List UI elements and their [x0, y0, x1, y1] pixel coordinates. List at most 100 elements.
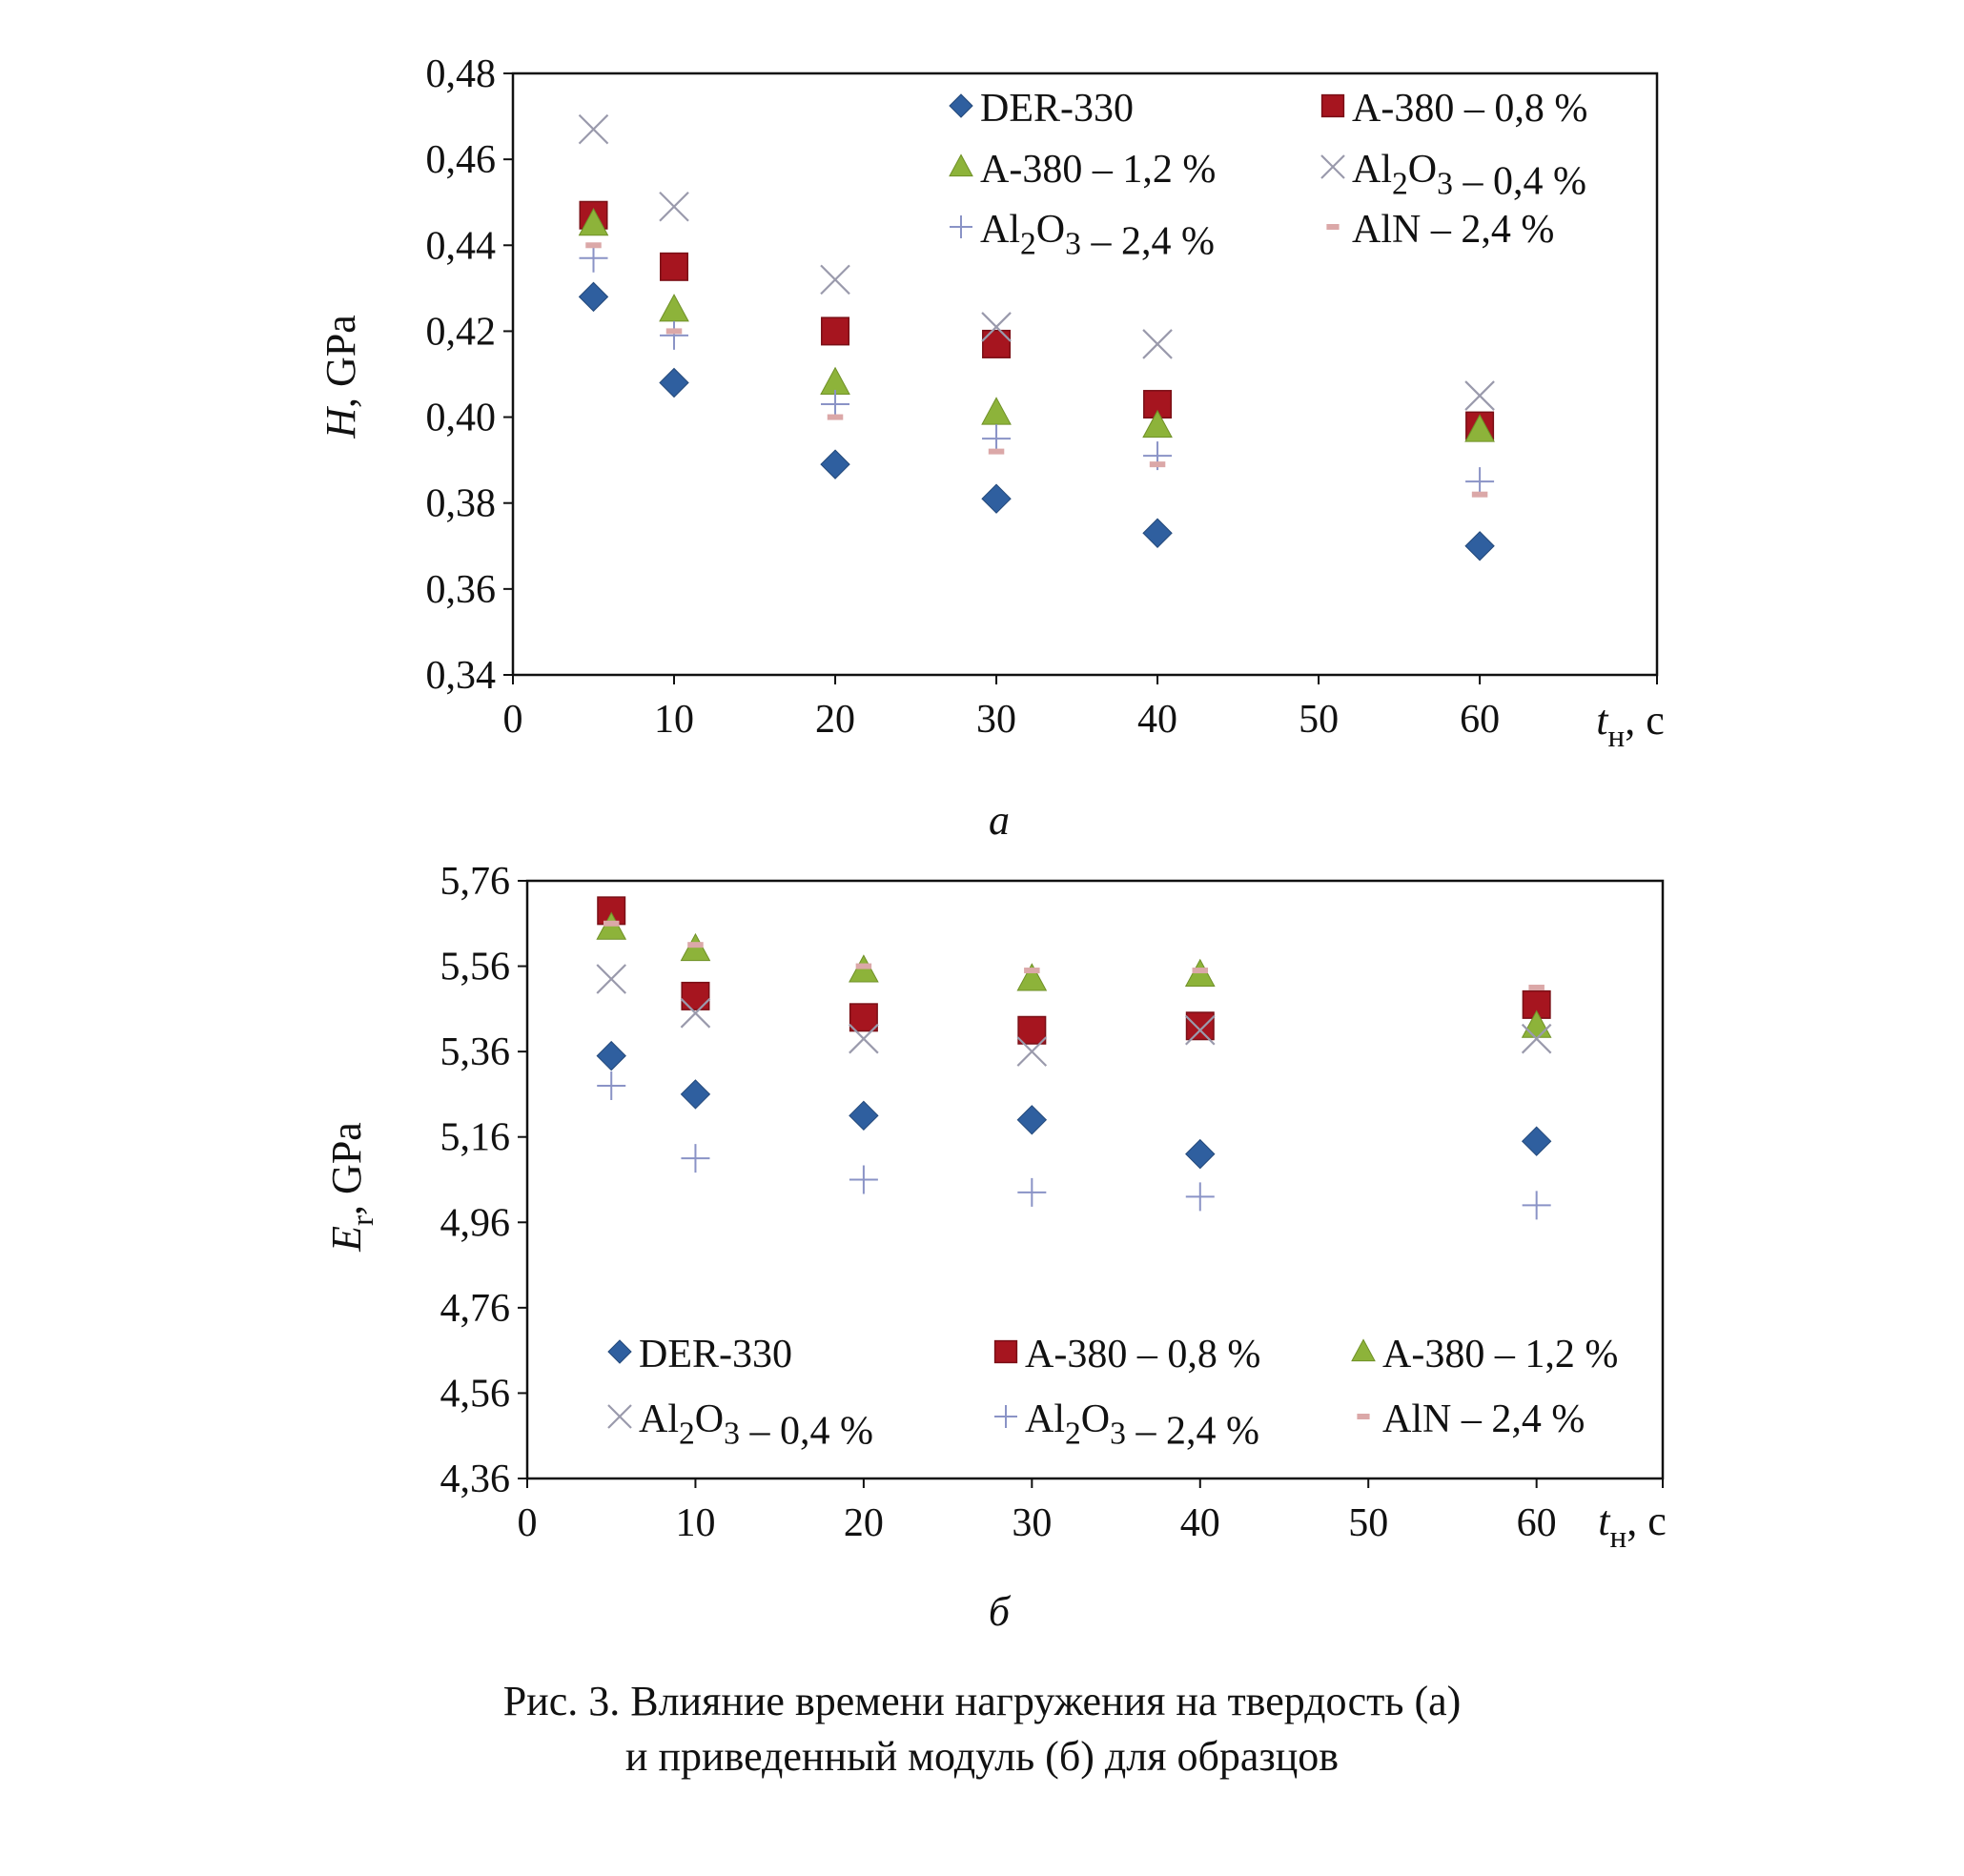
y-tick-label: 5,76	[440, 860, 511, 904]
y-tick-label: 0,36	[426, 568, 497, 612]
legend-label: Al2O3 – 2,4 %	[980, 208, 1215, 264]
data-point	[596, 1040, 626, 1071]
data-point	[579, 243, 608, 273]
legend-marker	[607, 1404, 632, 1429]
data-point	[827, 414, 844, 420]
data-point	[988, 448, 1005, 455]
legend-entry: Al2O3 – 0,4 %	[1320, 148, 1586, 204]
data-point	[1142, 329, 1173, 359]
series-5	[597, 1071, 1551, 1220]
data-point	[849, 1165, 878, 1194]
data-point	[597, 1071, 626, 1100]
legend-marker	[1351, 1338, 1376, 1362]
legend-entry: A-380 – 1,2 %	[949, 148, 1216, 192]
legend-label: A-380 – 1,2 %	[1382, 1333, 1618, 1376]
legend-marker	[1320, 93, 1345, 118]
data-point	[665, 328, 683, 335]
legend-label: DER-330	[639, 1333, 792, 1376]
chart-panel-2: 4,36 4,56 4,76 4,96 5,16 5,36 5,56 5,76 0 10 20 30 4…	[323, 860, 1667, 1635]
data-point	[680, 1079, 711, 1110]
y-tick-label: 0,48	[426, 52, 497, 96]
x-tick-label: 10	[675, 1501, 715, 1545]
data-point	[821, 316, 850, 346]
data-point	[1017, 1015, 1047, 1045]
legend-marker	[1320, 154, 1345, 179]
legend-entry: A-380 – 0,8 %	[993, 1333, 1260, 1376]
y-tick-label: 0,34	[426, 654, 497, 698]
data-point	[1521, 1126, 1552, 1156]
y-tick-label: 5,16	[440, 1116, 511, 1160]
data-point	[1522, 1191, 1551, 1220]
data-point	[660, 252, 689, 281]
plot-area-frame	[525, 879, 1665, 1480]
data-point	[659, 191, 689, 222]
y-tick-label: 4,56	[440, 1372, 511, 1416]
y-tick-label: 4,36	[440, 1458, 511, 1501]
series-1	[596, 1040, 1552, 1170]
x-tick-label: 50	[1299, 698, 1339, 742]
data-point	[603, 920, 620, 927]
data-point	[680, 998, 711, 1029]
data-point	[1142, 518, 1173, 548]
y-tick-label: 0,38	[426, 482, 497, 526]
data-point	[1149, 461, 1166, 468]
y-tick-label: 4,96	[440, 1201, 511, 1245]
data-point	[1185, 1138, 1216, 1170]
legend-label: A-380 – 1,2 %	[980, 148, 1216, 192]
legend-label: AlN – 2,4 %	[1382, 1397, 1585, 1441]
data-point	[1528, 984, 1545, 990]
data-point	[1016, 963, 1048, 991]
x-tick-label: 30	[1012, 1501, 1052, 1545]
legend-entry: A-380 – 0,8 %	[1320, 87, 1587, 131]
series-3	[578, 207, 1495, 442]
data-point	[1142, 409, 1173, 438]
data-point	[1464, 531, 1495, 561]
legend-label: Al2O3 – 0,4 %	[639, 1397, 873, 1454]
data-point	[849, 1100, 879, 1132]
legend-entry: AlN – 2,4 %	[1326, 208, 1554, 252]
legend-entry: AlN – 2,4 %	[1357, 1397, 1585, 1441]
legend: DER-330 A-380 – 0,8 % A-380 – 1,2 % Al2O3 –…	[949, 87, 1587, 264]
plot-area-frame	[511, 71, 1659, 677]
series-4	[596, 964, 1552, 1067]
data-point	[1464, 414, 1495, 442]
x-tick-label: 40	[1137, 698, 1177, 742]
legend-label: Al2O3 – 2,4 %	[1025, 1397, 1259, 1454]
series-1	[578, 281, 1495, 561]
data-point	[596, 964, 626, 994]
data-point	[849, 1023, 879, 1054]
x-tick-label: 50	[1348, 1501, 1388, 1545]
y-tick-label: 4,76	[440, 1287, 511, 1331]
panel-label: б	[989, 1588, 1012, 1635]
data-point	[681, 1144, 710, 1173]
data-point	[855, 963, 872, 969]
legend-marker	[950, 215, 972, 238]
x-tick-label: 20	[844, 1501, 884, 1545]
data-point	[1017, 1177, 1047, 1207]
data-point	[1024, 968, 1040, 974]
data-point	[1185, 1182, 1215, 1212]
legend-entry: DER-330	[949, 87, 1134, 131]
data-point	[982, 424, 1012, 454]
y-tick-label: 0,42	[426, 310, 497, 354]
data-point	[1465, 467, 1495, 497]
data-point	[821, 390, 850, 419]
chart-panel-1: 0,34 0,36 0,38 0,40 0,42 0,44 0,46 0,48 0 10 20 30 4…	[317, 52, 1665, 844]
legend-entry: Al2O3 – 0,4 %	[607, 1397, 873, 1454]
y-tick-label: 5,56	[440, 946, 511, 989]
y-axis-title: Er, GPa	[323, 1122, 380, 1253]
y-tick-label: 0,40	[426, 397, 497, 440]
data-point	[681, 981, 710, 1010]
x-axis-title: tн, с	[1596, 697, 1664, 754]
data-point	[849, 1003, 878, 1032]
legend-marker	[1326, 224, 1340, 230]
legend-entry: A-380 – 1,2 %	[1351, 1333, 1618, 1376]
legend-label: DER-330	[980, 87, 1134, 131]
legend-entry: DER-330	[607, 1333, 792, 1376]
y-tick-label: 0,46	[426, 138, 497, 182]
data-point	[659, 367, 689, 398]
legend-entry: Al2O3 – 2,4 %	[994, 1397, 1259, 1454]
data-point	[1471, 491, 1488, 498]
data-point	[578, 113, 609, 145]
